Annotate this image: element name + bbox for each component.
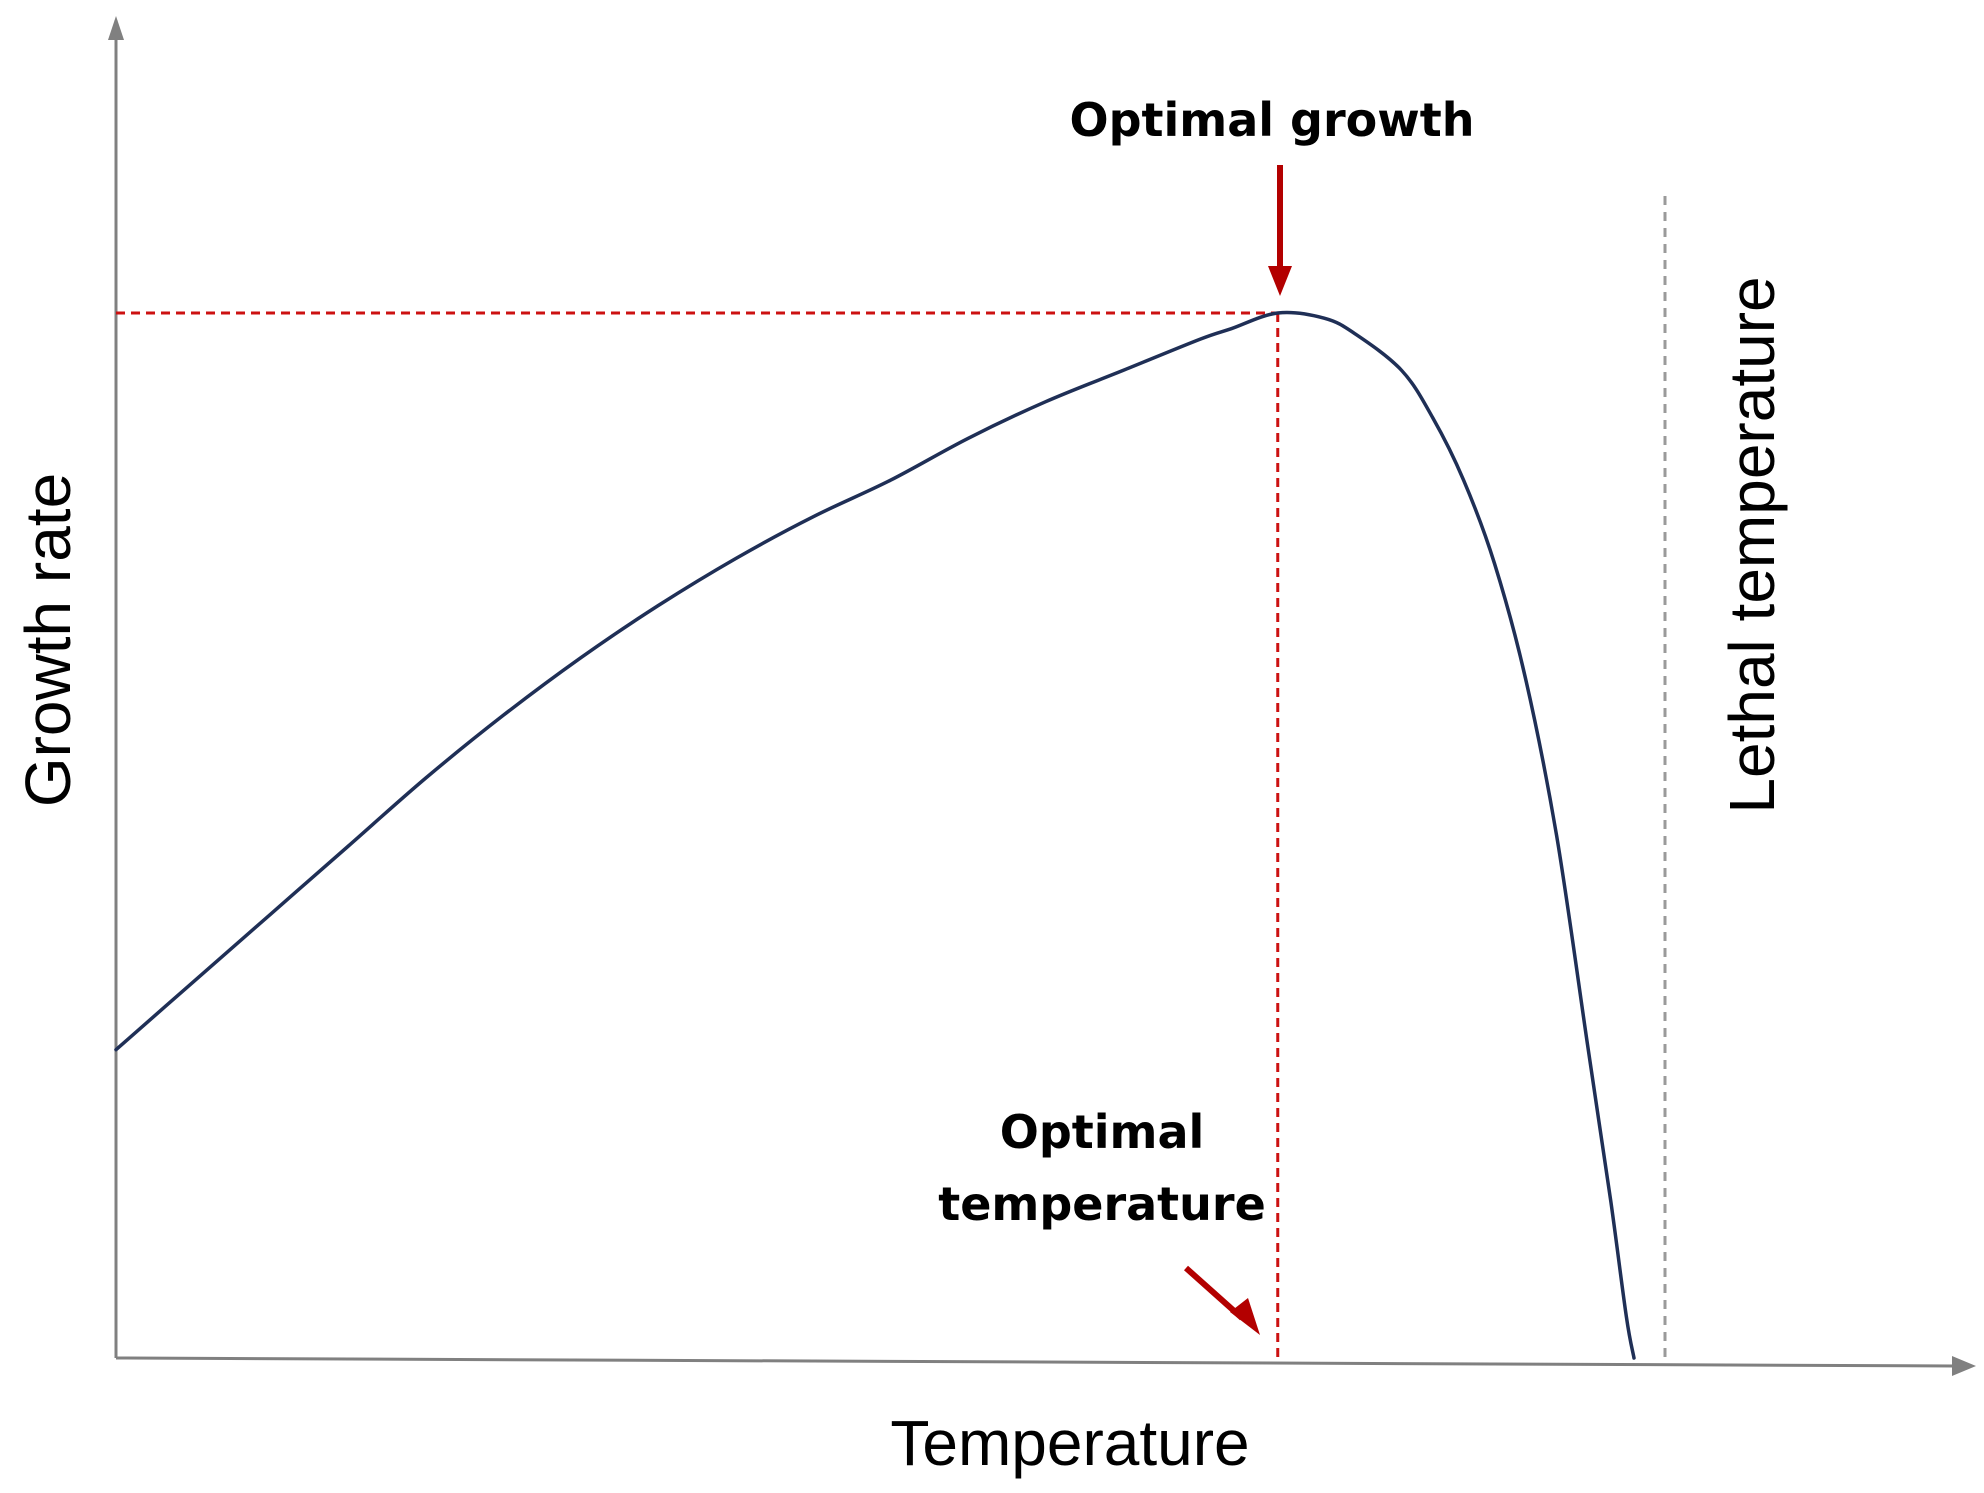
x-axis-label: Temperature [890, 1407, 1249, 1479]
optimal-temperature-label-line1: Optimal [1000, 1105, 1205, 1159]
lethal-temperature-label: Lethal temperature [1716, 276, 1788, 813]
optimal-growth-arrow [1268, 165, 1292, 296]
growth-rate-curve [114, 310, 1636, 1360]
x-axis-arrowhead [1952, 1356, 1976, 1376]
optimal-temperature-arrow [1184, 1265, 1260, 1335]
optimal-temperature-label-line2: temperature [938, 1177, 1266, 1231]
optimal-growth-label: Optimal growth [1070, 93, 1475, 147]
y-axis-label: Growth rate [12, 473, 84, 807]
x-axis [115, 1356, 1956, 1368]
y-axis-arrowhead [108, 16, 124, 40]
